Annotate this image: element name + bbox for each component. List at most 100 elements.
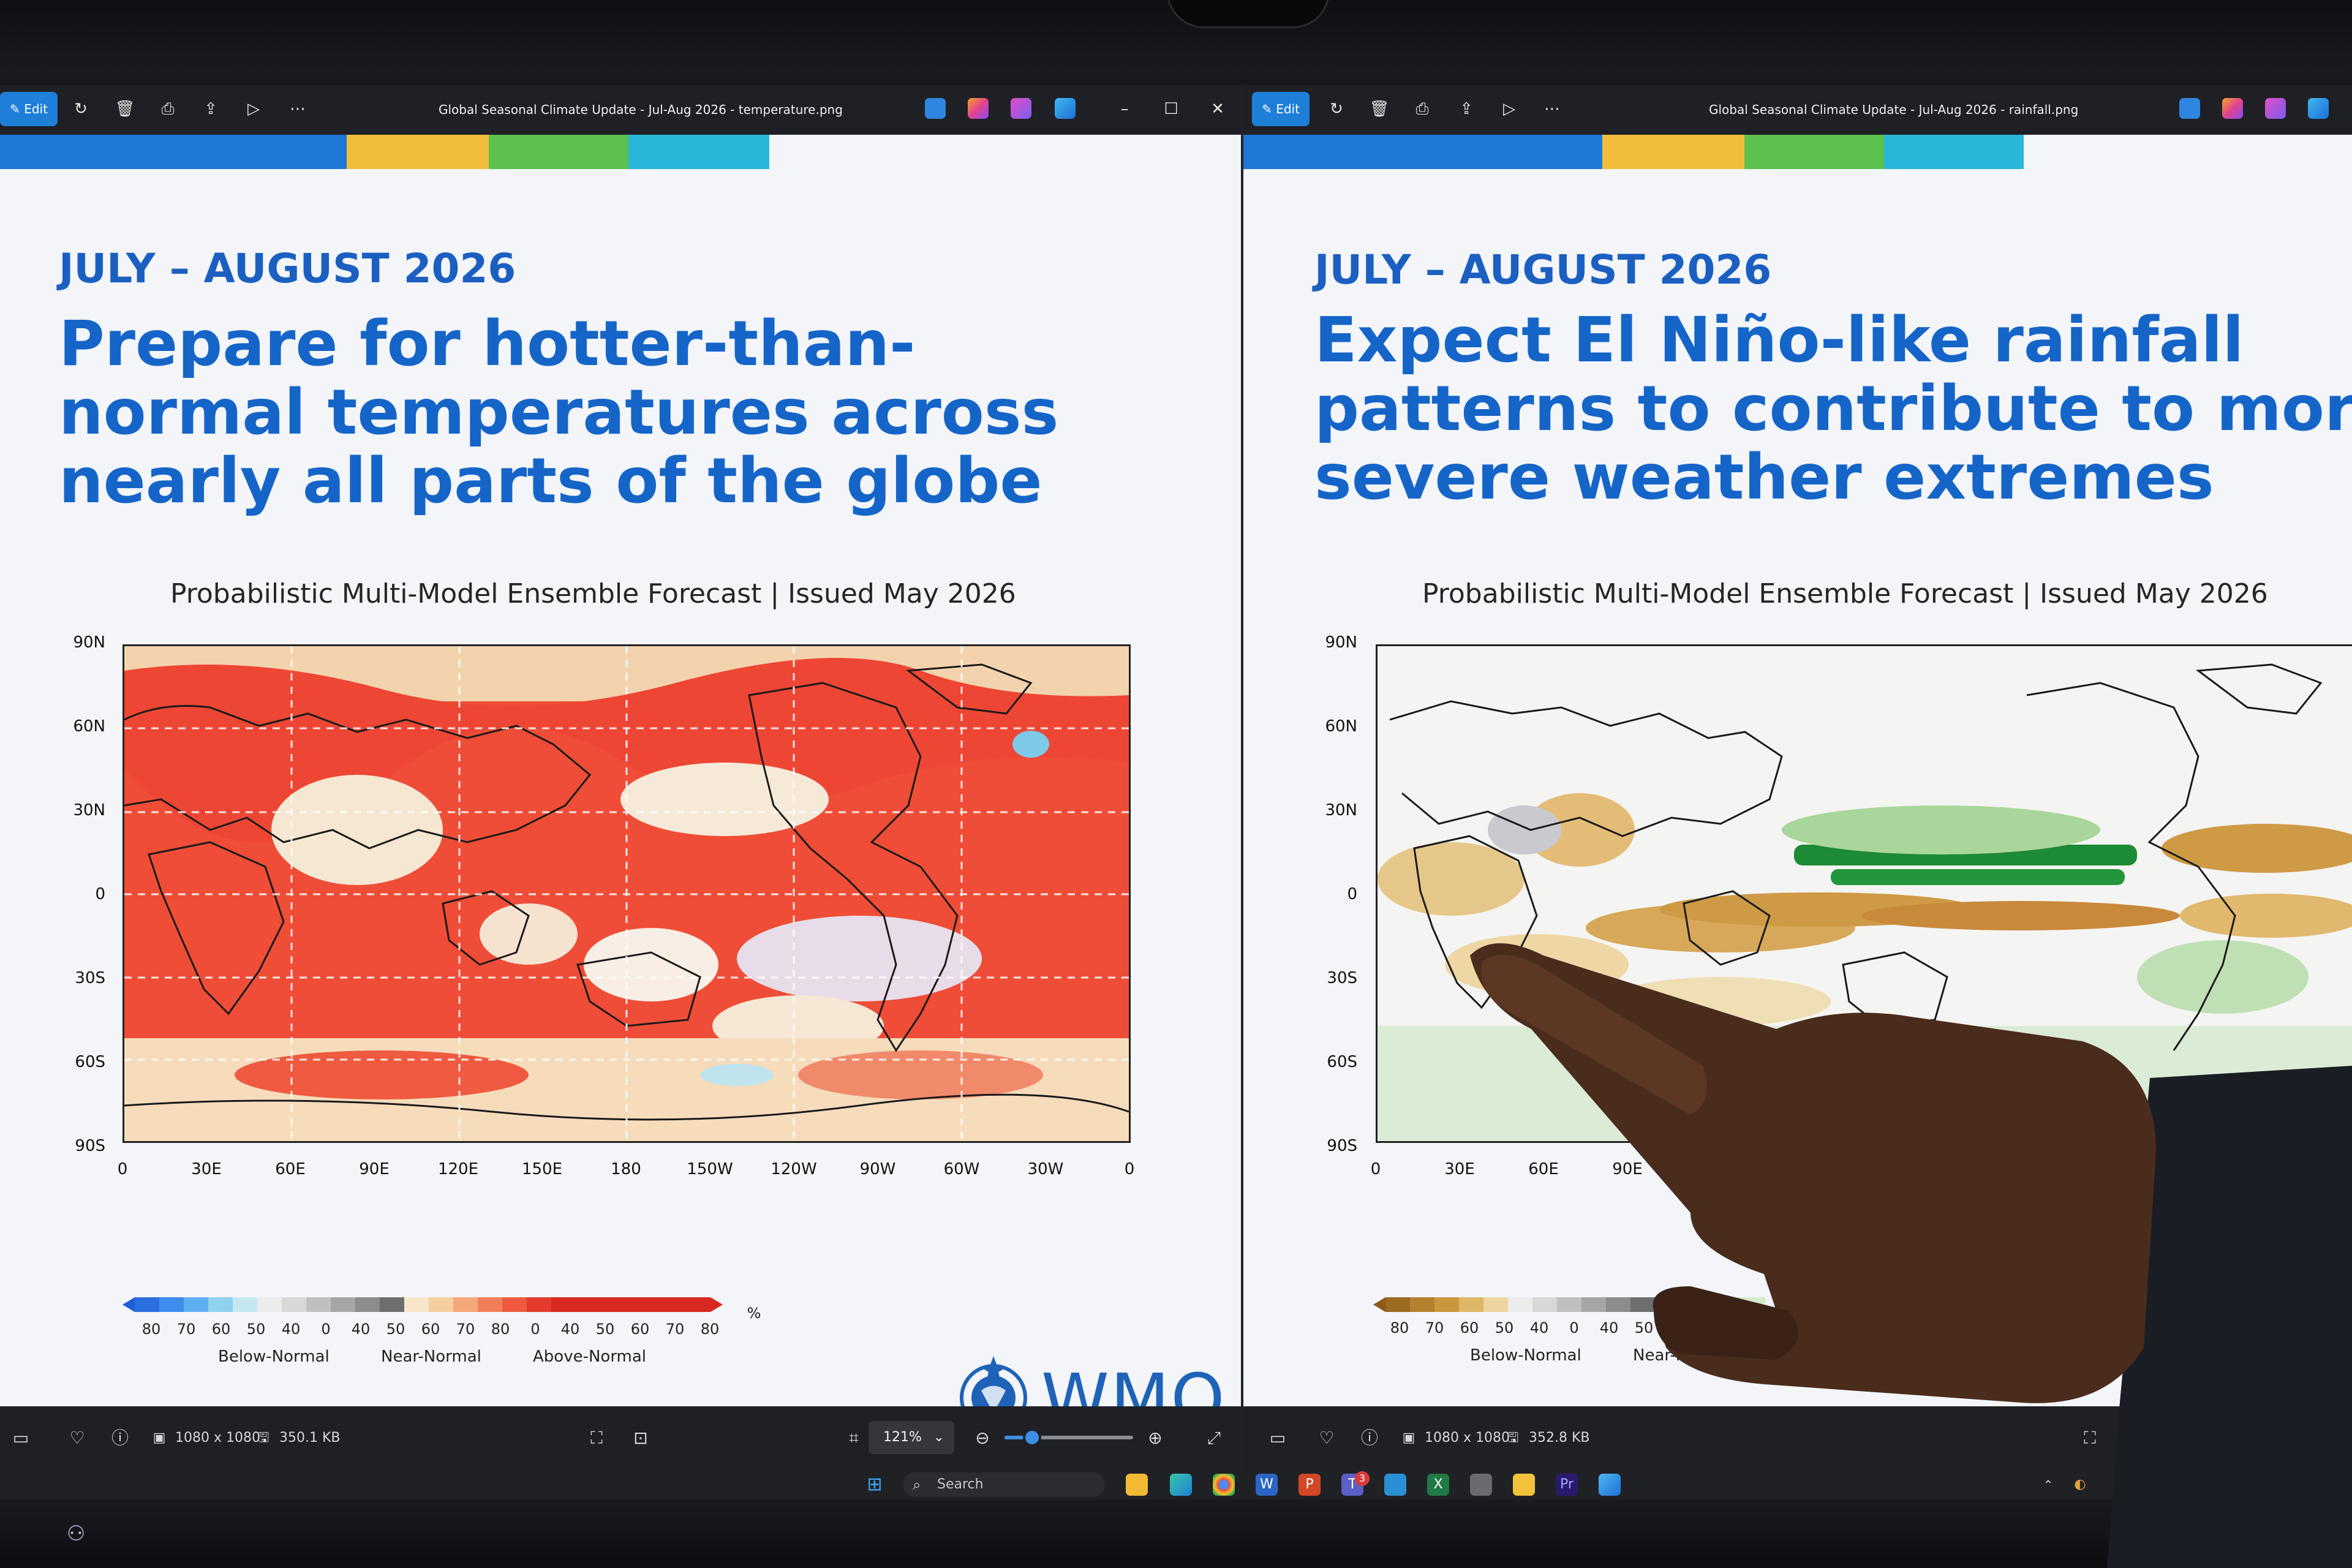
more-options-icon[interactable]: ⋯ — [290, 100, 306, 118]
monitor-bezel-bottom — [0, 1499, 2352, 1568]
photos-app-icon[interactable] — [1599, 1474, 1621, 1496]
minimize-icon[interactable]: – — [1120, 100, 1129, 118]
search-icon: ⌕ — [913, 1476, 921, 1493]
delete-icon[interactable]: 🗑 — [1369, 100, 1390, 118]
share-icon[interactable]: ⇪ — [204, 100, 217, 118]
rotate-icon[interactable]: ↻ — [1330, 100, 1343, 118]
colorbar-tick-label: 80 — [141, 1321, 161, 1338]
longitude-tick-label: 60E — [1528, 1160, 1559, 1178]
colorbar-tick-label: 40 — [1529, 1319, 1549, 1336]
accent-strip-green — [1744, 135, 1884, 169]
slideshow-icon[interactable]: ▷ — [247, 100, 260, 118]
colorbar-tick-label: 50 — [1494, 1319, 1514, 1336]
edge-icon[interactable] — [1170, 1474, 1192, 1496]
app-icon-onedrive[interactable] — [1055, 98, 1076, 119]
word-icon[interactable]: W — [1256, 1474, 1278, 1496]
category-below-normal: Below-Normal — [1470, 1346, 1581, 1365]
colorbar-tick-label: 0 — [530, 1321, 540, 1338]
filmstrip-icon[interactable]: ▭ — [1269, 1428, 1286, 1448]
filmstrip-icon[interactable]: ▭ — [12, 1428, 29, 1448]
search-placeholder: Search — [937, 1477, 984, 1492]
print-icon[interactable]: ⎙ — [1415, 100, 1429, 118]
actual-size-icon[interactable]: ⊡ — [633, 1428, 648, 1448]
taskbar-search[interactable]: ⌕ Search — [903, 1472, 1105, 1497]
maximize-icon[interactable]: ☐ — [1164, 100, 1178, 118]
title-bar: ✎ Edit ↻ 🗑 ⎙ ⇪ ▷ ⋯ Global Seasonal Clima… — [1243, 85, 2352, 135]
teams-logo-icon: ⚇ — [66, 1521, 86, 1546]
accent-strip-blue — [1243, 135, 1602, 169]
slide-headline: Expect El Niño-like rainfall patterns to… — [1314, 306, 2352, 512]
slideshow-icon[interactable]: ▷ — [1503, 100, 1515, 118]
accent-strip-yellow — [1602, 135, 1744, 169]
edit-button[interactable]: ✎ Edit — [1252, 92, 1310, 126]
app-icon-clipchamp[interactable] — [2265, 98, 2286, 119]
longitude-tick-label: 90E — [1612, 1160, 1643, 1178]
tray-app-icon[interactable]: ◐ — [2074, 1477, 2086, 1492]
app-icon-designer[interactable] — [2179, 98, 2200, 119]
colorbar-tick-label: 60 — [1460, 1319, 1479, 1336]
longitude-tick-label: 90W — [859, 1160, 896, 1178]
fit-to-window-icon[interactable]: ⛶ — [590, 1428, 603, 1448]
print-icon[interactable]: ⎙ — [161, 100, 175, 118]
longitude-tick-label: 150W — [687, 1160, 733, 1178]
colorbar-tick-label: 70 — [176, 1321, 196, 1338]
status-bar: ▭ ♡ ⓘ ▣ 1080 x 1080 🖫 352.8 KB ⛶ — [1243, 1406, 2352, 1470]
zoom-in-icon[interactable]: ⊕ — [1148, 1428, 1163, 1448]
latitude-tick-label: 0 — [1347, 885, 1357, 903]
info-icon[interactable]: ⓘ — [1360, 1428, 1378, 1448]
fullscreen-icon[interactable]: ⤢ — [1207, 1428, 1221, 1448]
taskbar: ⊞ ⌕ Search W P T 3 X Pr ⌃ ◐ — [0, 1470, 2352, 1499]
colorbar-tick-label: 80 — [491, 1321, 510, 1338]
slide-headline: Prepare for hotter-than- normal temperat… — [59, 310, 1058, 516]
app-icon-clipchamp[interactable] — [1011, 98, 1031, 119]
teams-taskbar-icon[interactable]: T — [1341, 1474, 1363, 1496]
colorbar-tick-label: 70 — [456, 1321, 475, 1338]
more-options-icon[interactable]: ⋯ — [1544, 100, 1560, 118]
title-bar: ✎ Edit ↻ 🗑 ⎙ ⇪ ▷ ⋯ Global Seasonal Clima… — [0, 85, 1241, 135]
zoom-out-icon[interactable]: ⊖ — [975, 1428, 990, 1448]
colorbar-tick-label: 70 — [665, 1321, 685, 1338]
sticky-notes-icon[interactable] — [1513, 1474, 1535, 1496]
zoom-slider[interactable] — [1005, 1428, 1133, 1447]
longitude-tick-label: 30W — [1027, 1160, 1064, 1178]
slide-period: JULY – AUGUST 2026 — [1314, 246, 1772, 293]
app-icon-copilot[interactable] — [2222, 98, 2243, 119]
settings-app-icon[interactable] — [1384, 1474, 1406, 1496]
fit-to-window-icon[interactable]: ⛶ — [2084, 1428, 2096, 1448]
photos-window-temperature: ✎ Edit ↻ 🗑 ⎙ ⇪ ▷ ⋯ Global Seasonal Clima… — [0, 85, 1241, 1470]
windows-start-icon[interactable]: ⊞ — [867, 1474, 883, 1495]
zoom-level: 121% — [883, 1430, 922, 1445]
powerpoint-icon[interactable]: P — [1298, 1474, 1321, 1496]
colorbar-unit: % — [747, 1305, 761, 1322]
chrome-icon[interactable] — [1213, 1474, 1235, 1496]
info-icon[interactable]: ⓘ — [111, 1428, 129, 1448]
snipping-tool-icon[interactable] — [1470, 1474, 1492, 1496]
longitude-tick-label: 60E — [275, 1160, 306, 1178]
colorbar-tick-label: 40 — [1599, 1319, 1619, 1336]
longitude-tick-label: 150E — [521, 1160, 563, 1178]
image-dimensions: 1080 x 1080 — [1425, 1430, 1510, 1446]
app-icon-onedrive[interactable] — [2308, 98, 2329, 119]
status-bar: ▭ ♡ ⓘ ▣ 1080 x 1080 🖫 350.1 KB ⛶ ⊡ ⌗ 121… — [0, 1406, 1241, 1470]
app-icon-designer[interactable] — [925, 98, 946, 119]
favorite-icon[interactable]: ♡ — [1319, 1428, 1335, 1448]
share-icon[interactable]: ⇪ — [1460, 100, 1473, 118]
edit-button[interactable]: ✎ Edit — [0, 92, 58, 126]
favorite-icon[interactable]: ♡ — [69, 1428, 85, 1448]
colorbar-tick-label: 80 — [700, 1321, 720, 1338]
file-explorer-icon[interactable] — [1126, 1474, 1148, 1496]
premiere-pro-icon[interactable]: Pr — [1556, 1474, 1578, 1496]
crop-icon[interactable]: ⌗ — [849, 1428, 859, 1448]
desktop-screen: ✎ Edit ↻ 🗑 ⎙ ⇪ ▷ ⋯ Global Seasonal Clima… — [0, 85, 2352, 1499]
tray-chevron-icon[interactable]: ⌃ — [2043, 1477, 2054, 1492]
colorbar-tick-label: 60 — [1669, 1319, 1689, 1336]
delete-icon[interactable]: 🗑 — [115, 100, 135, 118]
close-icon[interactable]: ✕ — [1211, 100, 1224, 118]
excel-icon[interactable]: X — [1427, 1474, 1449, 1496]
colorbar-tick-label: 40 — [281, 1321, 301, 1338]
zoom-slider-thumb[interactable] — [1023, 1428, 1041, 1447]
dimensions-icon: ▣ — [153, 1430, 166, 1446]
rotate-icon[interactable]: ↻ — [74, 100, 88, 118]
app-icon-copilot[interactable] — [968, 98, 989, 119]
zoom-level-dropdown[interactable]: 121% ⌄ — [869, 1421, 954, 1454]
